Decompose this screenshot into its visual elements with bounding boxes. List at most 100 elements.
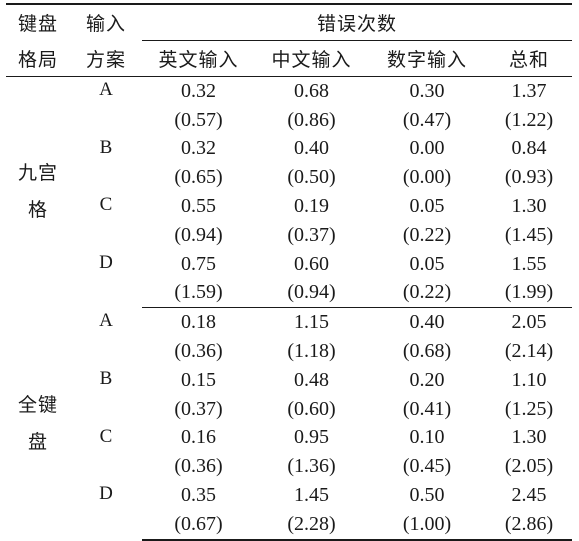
header-plan-line1: 输入	[70, 3, 142, 41]
column-header-total: 总和	[486, 40, 573, 77]
mean-digits-cell: 0.00	[409, 137, 445, 160]
sd-chinese-cell: (0.94)	[255, 278, 368, 309]
mean-total-cell: 1.30	[511, 426, 547, 449]
sd-total-cell: (2.86)	[486, 509, 573, 541]
sd-chinese-cell: (1.36)	[287, 455, 336, 478]
table-row: (0.36) (1.36) (0.45) (2.05)	[6, 452, 572, 481]
mean-digits-cell: 0.10	[409, 426, 445, 449]
keyboard-layout-label-line: 盘	[27, 430, 48, 453]
table-row: D 0.75 0.60 0.05 1.55	[6, 250, 572, 279]
mean-total-cell: 1.10	[511, 368, 547, 391]
keyboard-layout-label: 九宫格	[6, 155, 70, 229]
mean-digits-cell: 0.30	[409, 79, 445, 102]
mean-total-cell: 1.37	[511, 79, 547, 102]
sd-chinese-cell: (1.18)	[287, 340, 336, 363]
keyboard-layout-label: 全键盘	[6, 387, 70, 461]
header-error-count: 错误次数	[142, 3, 573, 41]
input-plan-label: A	[99, 79, 113, 100]
table-row: (0.94) (0.37) (0.22) (1.45)	[6, 221, 572, 250]
sd-total-cell: (0.93)	[504, 166, 554, 189]
mean-english-cell: 0.15	[181, 368, 216, 391]
mean-total-cell: 2.05	[511, 311, 547, 334]
mean-digits-cell: 0.05	[409, 195, 445, 218]
mean-english-cell: 0.16	[181, 426, 216, 449]
input-plan-label: B	[99, 367, 113, 389]
mean-chinese-cell: 0.60	[294, 252, 329, 275]
input-plan-label: D	[99, 483, 113, 505]
sd-digits-cell: (0.45)	[402, 455, 452, 478]
table-row: (0.37) (0.60) (0.41) (1.25)	[6, 395, 572, 424]
column-header-chinese: 中文输入	[255, 40, 368, 77]
keyboard-layout-label-line: 九宫	[17, 162, 58, 185]
table-row: 全键盘 A 0.18 1.15 0.40 2.05	[6, 308, 572, 453]
table-row: C 0.16 0.95 0.10 1.30	[6, 424, 572, 453]
sd-chinese-cell: (2.28)	[255, 509, 368, 541]
sd-total-cell: (2.05)	[504, 455, 554, 478]
sd-english-cell: (0.67)	[142, 509, 255, 541]
table-row: 九宫格 A 0.32 0.68 0.30 1.37	[6, 77, 572, 221]
keyboard-layout-full-keyboard: 全键盘	[6, 308, 70, 540]
mean-chinese-cell: 0.95	[294, 426, 329, 449]
mean-total-cell: 1.30	[511, 195, 547, 218]
input-plan-label: A	[99, 309, 113, 331]
sd-english-cell: (1.59)	[142, 278, 255, 309]
table-row: (0.57) (0.86) (0.47) (1.22)	[6, 106, 572, 135]
sd-english-cell: (0.37)	[174, 397, 223, 420]
column-header-english: 英文输入	[142, 40, 255, 77]
input-plan-label: C	[99, 194, 113, 216]
table-row: B 0.32 0.40 0.00 0.84	[6, 135, 572, 164]
sd-chinese-cell: (0.60)	[287, 397, 336, 420]
table-row: D 0.35 1.45 0.50 2.45	[6, 481, 572, 510]
mean-english-cell: 0.55	[181, 195, 216, 218]
sd-total-cell: (2.14)	[504, 340, 554, 363]
error-count-table: 键盘 输入 错误次数 格局 方案 英文输入 中文输入 数字输入 总和 九宫格 A 0…	[6, 3, 573, 541]
sd-digits-cell: (0.68)	[402, 340, 452, 363]
mean-chinese-cell: 0.68	[294, 79, 329, 102]
column-header-digits: 数字输入	[368, 40, 486, 77]
header-layout-line1: 键盘	[6, 3, 70, 41]
table-body: 九宫格 A 0.32 0.68 0.30 1.37 (0.57) (0.86) (0.47) (1…	[6, 77, 573, 541]
input-plan-label: D	[99, 251, 113, 273]
sd-digits-cell: (0.41)	[402, 397, 452, 420]
keyboard-layout-label-line: 格	[27, 199, 48, 222]
sd-digits-cell: (0.22)	[368, 278, 486, 309]
mean-total-cell: 0.84	[511, 137, 547, 160]
sd-digits-cell: (1.00)	[368, 509, 486, 541]
mean-chinese-cell: 0.19	[294, 195, 329, 218]
mean-digits-cell: 0.40	[409, 311, 445, 334]
table-row: C 0.55 0.19 0.05 1.30	[6, 192, 572, 221]
mean-chinese-cell: 1.45	[294, 484, 329, 507]
mean-chinese-cell: 0.40	[294, 137, 329, 160]
table-row: (0.36) (1.18) (0.68) (2.14)	[6, 337, 572, 366]
table-row: B 0.15 0.48 0.20 1.10	[6, 366, 572, 395]
keyboard-layout-nine-grid: 九宫格	[6, 77, 70, 308]
table-row: (1.59) (0.94) (0.22) (1.99)	[6, 278, 573, 309]
table-row: (0.65) (0.50) (0.00) (0.93)	[6, 163, 572, 192]
sd-chinese-cell: (0.50)	[287, 166, 336, 189]
mean-english-cell: 0.32	[181, 137, 216, 160]
sd-digits-cell: (0.22)	[402, 223, 452, 246]
sd-total-cell: (1.99)	[486, 278, 573, 309]
mean-digits-cell: 0.50	[409, 484, 445, 507]
mean-chinese-cell: 0.48	[294, 368, 329, 391]
sd-chinese-cell: (0.86)	[287, 108, 336, 131]
mean-english-cell: 0.35	[181, 484, 216, 507]
sd-digits-cell: (0.00)	[402, 166, 452, 189]
table-row: (0.67) (2.28) (1.00) (2.86)	[6, 509, 573, 541]
sd-english-cell: (0.57)	[174, 108, 223, 131]
mean-digits-cell: 0.20	[409, 368, 445, 391]
header-plan-line2: 方案	[70, 40, 142, 77]
input-plan-label: C	[99, 425, 113, 447]
sd-total-cell: (1.45)	[504, 223, 554, 246]
mean-total-cell: 2.45	[511, 484, 547, 507]
mean-chinese-cell: 1.15	[294, 311, 329, 334]
sd-english-cell: (0.94)	[174, 223, 223, 246]
sd-english-cell: (0.36)	[174, 455, 223, 478]
mean-total-cell: 1.55	[511, 252, 547, 275]
keyboard-layout-label-line: 全键	[17, 393, 58, 416]
header-layout-line2: 格局	[6, 40, 70, 77]
sd-total-cell: (1.25)	[504, 397, 554, 420]
sd-total-cell: (1.22)	[504, 108, 554, 131]
mean-english-cell: 0.32	[181, 79, 216, 102]
